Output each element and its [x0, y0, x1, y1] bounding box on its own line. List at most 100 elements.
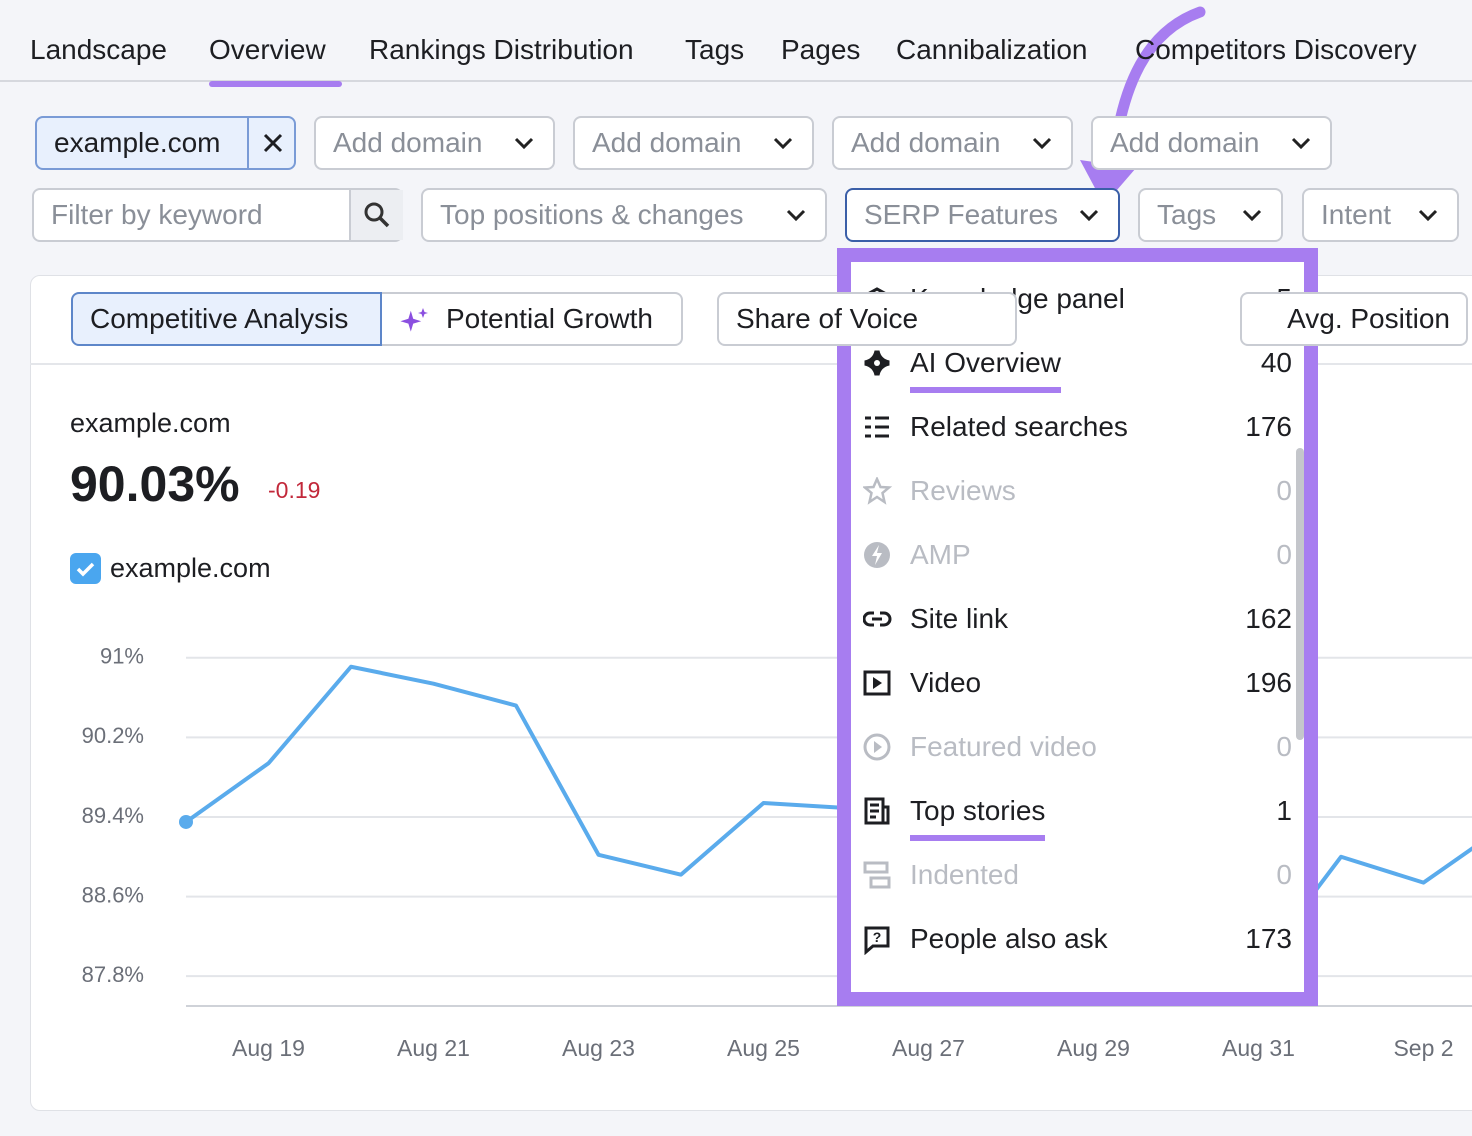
chevron	[1291, 137, 1311, 150]
add-domain-dropdown[interactable]: Add domain	[1091, 116, 1332, 170]
legend-checkbox[interactable]	[70, 553, 101, 584]
chevron	[1079, 209, 1099, 222]
nav-tab[interactable]: Competitors Discovery	[1135, 34, 1417, 65]
y-tick-label: 90.2%	[82, 723, 144, 748]
chevron	[773, 137, 793, 150]
sparkle-icon	[400, 308, 428, 332]
x-tick-label: Aug 31	[1222, 1035, 1295, 1061]
serp-icon	[864, 350, 890, 376]
serp-item-count: 40	[1260, 347, 1292, 378]
serp-item[interactable]	[851, 525, 1304, 585]
add-domain-dropdown[interactable]: Add domain	[832, 116, 1073, 170]
add-domain-dropdown[interactable]: Add domain	[573, 116, 814, 170]
tab-bar	[0, 0, 1472, 82]
x-tick-label: Aug 27	[892, 1035, 965, 1061]
card-tab-label: Avg. Position	[1287, 303, 1450, 334]
card-tab[interactable]: Avg. Position	[1240, 292, 1468, 346]
serp-icon	[864, 797, 890, 825]
serp-item-count: 0	[1276, 731, 1292, 762]
filter-dropdown-label: SERP Features	[864, 199, 1059, 230]
add-domain-label: Add domain	[1110, 127, 1260, 158]
card-tab[interactable]: Competitive Analysis	[71, 292, 382, 346]
serp-item[interactable]: ?	[851, 909, 1304, 969]
serp-icon	[863, 477, 893, 505]
x-tick-label: Aug 21	[397, 1035, 470, 1061]
serp-item-count: 196	[1245, 667, 1292, 698]
card-tab-label: Potential Growth	[446, 303, 653, 334]
serp-item-count: 1	[1276, 795, 1292, 826]
chevron	[786, 209, 806, 222]
filter-dropdown[interactable]: Top positions & changes	[421, 188, 827, 242]
nav-tab[interactable]: Rankings Distribution	[369, 34, 634, 65]
nav-tab[interactable]: Cannibalization	[896, 34, 1088, 65]
search-button[interactable]	[349, 190, 403, 240]
card-tab[interactable]: Potential Growth	[382, 292, 683, 346]
active-tab-underline	[209, 81, 342, 87]
legend-label: example.com	[110, 553, 271, 583]
y-tick-label: 88.6%	[82, 882, 144, 907]
chevron	[1032, 137, 1052, 150]
nav-tab[interactable]: Overview	[209, 34, 326, 65]
serp-icon	[864, 542, 890, 568]
serp-item-name: Site link	[910, 603, 1009, 634]
serp-item-name: AI Overview	[910, 347, 1061, 393]
nav-tab[interactable]: Pages	[781, 34, 861, 65]
check-icon	[76, 562, 95, 577]
metric-change: -0.19	[268, 477, 321, 503]
domain-chip[interactable]: example.com	[35, 116, 296, 170]
close-icon	[263, 133, 282, 153]
card-tab[interactable]: Share of Voice	[717, 292, 1017, 346]
add-domain-label: Add domain	[851, 127, 1001, 158]
nav-tab[interactable]: Tags	[685, 34, 745, 65]
serp-item[interactable]	[851, 653, 1304, 713]
remove-domain[interactable]	[247, 118, 296, 168]
domain-chip-label: example.com	[54, 127, 221, 158]
x-tick-label: Sep 2	[1393, 1035, 1453, 1061]
nav-tab[interactable]: Landscape	[30, 34, 168, 65]
metric-domain: example.com	[70, 408, 231, 438]
serp-item[interactable]	[851, 845, 1304, 905]
svg-text:?: ?	[873, 929, 882, 945]
search-icon	[364, 202, 390, 228]
serp-item[interactable]	[851, 461, 1304, 521]
x-tick-label: Aug 23	[562, 1035, 635, 1061]
serp-icon	[863, 733, 891, 761]
scrollbar	[1296, 448, 1304, 740]
series-point	[179, 814, 193, 829]
x-tick-label: Aug 25	[727, 1035, 800, 1061]
add-domain-dropdown[interactable]: Add domain	[314, 116, 555, 170]
serp-item-name: Indented	[910, 859, 1019, 890]
filter-dropdown-label: Tags	[1157, 199, 1217, 230]
metric-value: 90.03%	[70, 456, 240, 512]
arrow-head	[1080, 160, 1136, 205]
serp-item-name: Top stories	[910, 795, 1046, 841]
serp-item[interactable]	[851, 397, 1304, 457]
serp-item[interactable]	[851, 333, 1304, 393]
serp-icon	[865, 416, 889, 438]
filter-dropdown[interactable]: Tags	[1138, 188, 1283, 242]
serp-item[interactable]	[851, 589, 1304, 649]
serp-item[interactable]	[851, 717, 1304, 777]
filter-dropdown[interactable]: SERP Features	[845, 188, 1120, 242]
serp-icon	[863, 611, 892, 627]
x-tick-label: Aug 29	[1057, 1035, 1130, 1061]
add-domain-label: Add domain	[592, 127, 742, 158]
serp-item[interactable]	[851, 781, 1304, 841]
serp-item-name: Featured video	[910, 731, 1097, 762]
card-divider	[30, 363, 1472, 365]
serp-item-count: 173	[1245, 923, 1292, 954]
filter-dropdown[interactable]: Intent	[1302, 188, 1459, 242]
serp-item-name: Related searches	[910, 411, 1128, 442]
serp-item-name: Reviews	[910, 475, 1016, 506]
serp-item-count: 162	[1245, 603, 1292, 634]
keyword-filter[interactable]: Filter by keyword	[32, 188, 403, 242]
add-domain-label: Add domain	[333, 127, 483, 158]
keyword-placeholder: Filter by keyword	[51, 199, 263, 230]
chevron	[1418, 209, 1438, 222]
y-tick-label: 89.4%	[82, 803, 144, 828]
chevron	[1242, 209, 1262, 222]
serp-item-count: 176	[1245, 411, 1292, 442]
card-tab-label: Share of Voice	[736, 303, 919, 334]
serp-item-name: People also ask	[910, 923, 1108, 954]
serp-item-name: AMP	[910, 539, 971, 570]
